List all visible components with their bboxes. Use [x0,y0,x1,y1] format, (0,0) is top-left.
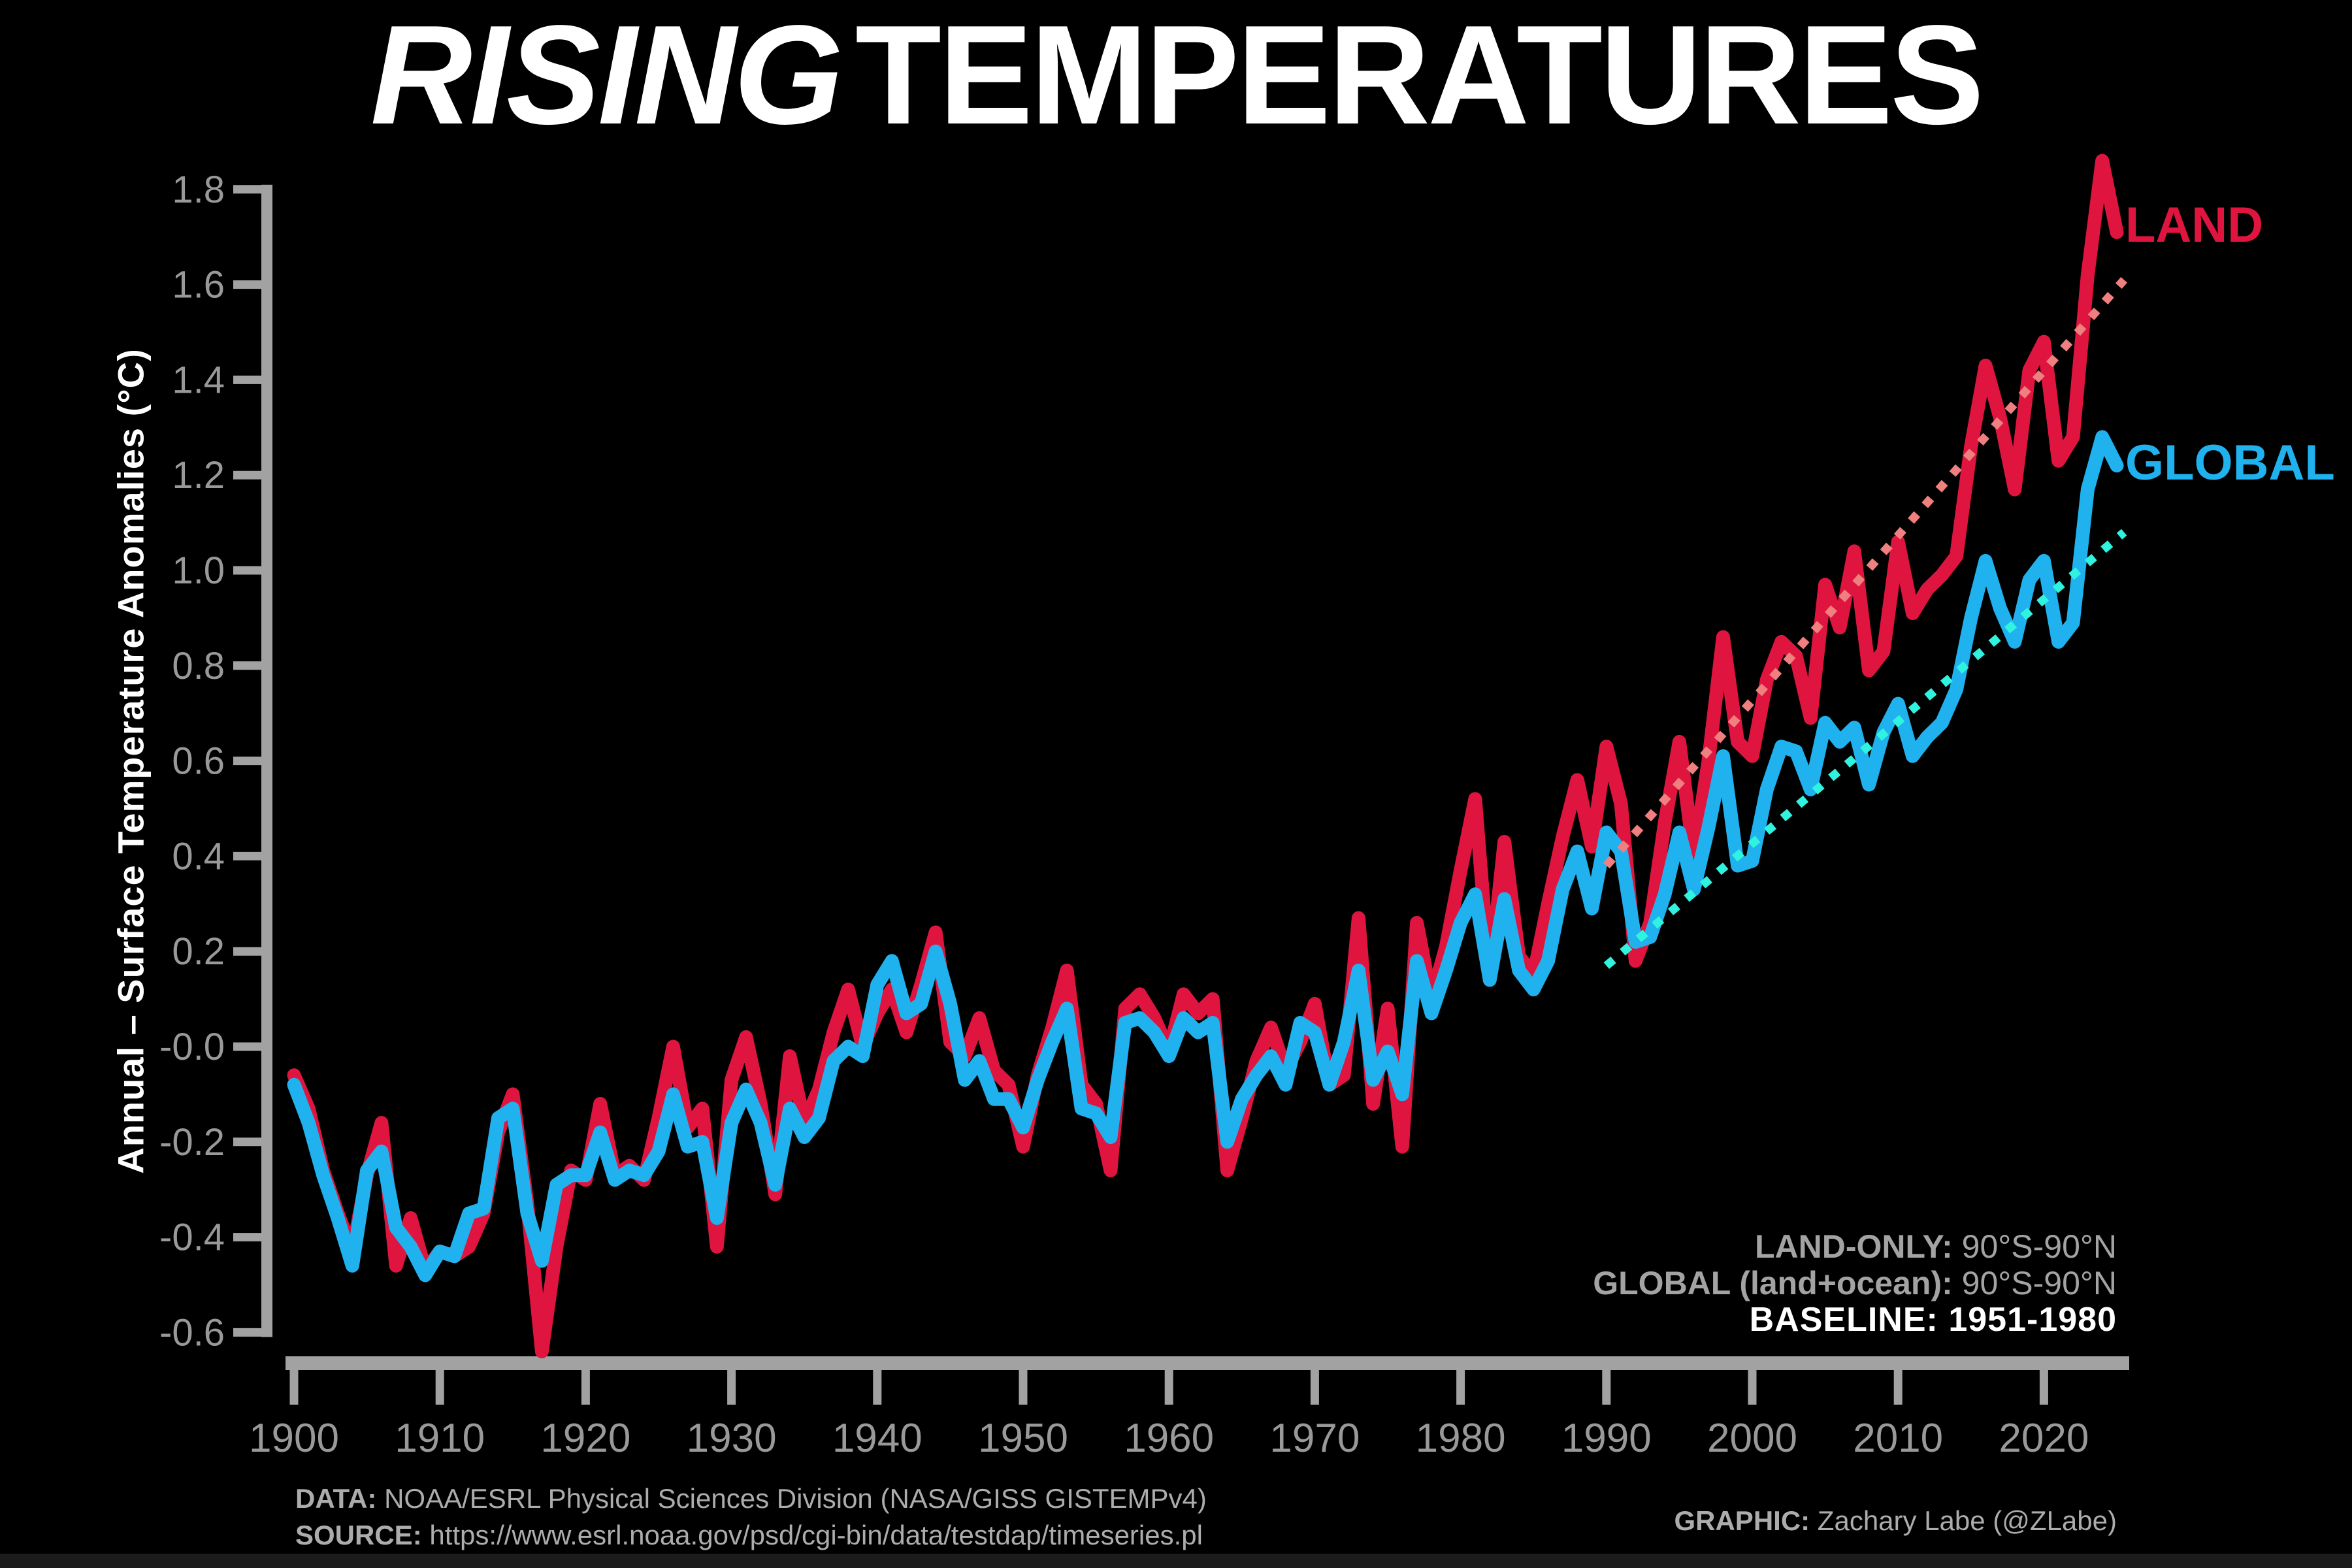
scope-annotations: LAND-ONLY: 90°S-90°N GLOBAL (land+ocean)… [1593,1228,2117,1338]
y-tick-label: 1.8 [172,169,225,211]
x-tick-label: 2020 [1999,1416,2089,1461]
y-tick-label: 1.4 [172,359,225,401]
x-tick-label: 1960 [1124,1416,1214,1461]
y-axis-spine [261,184,272,1337]
global-scope-label: GLOBAL (land+ocean): [1593,1265,1953,1301]
global-series-label: GLOBAL [2125,435,2335,491]
graphic-label: GRAPHIC: [1674,1505,1810,1536]
source-label: SOURCE: [295,1520,422,1550]
x-tick-label: 1940 [832,1416,923,1461]
data-label: DATA: [295,1483,377,1514]
source-caption-line: SOURCE: https://www.esrl.noaa.gov/psd/cg… [295,1517,1207,1554]
land-scope-value: 90°S-90°N [1952,1228,2117,1265]
y-tick-label: -0.0 [159,1026,225,1068]
x-tick-label: 1910 [395,1416,485,1461]
y-tick-label: 0.8 [172,645,225,687]
bottom-edge-bar [0,1554,2352,1568]
baseline-note: BASELINE: 1951-1980 [1593,1301,2117,1338]
y-tick-label: 0.4 [172,835,225,877]
page-title: RISING TEMPERATURES [0,4,2352,145]
global-scope-value: 90°S-90°N [1952,1265,2117,1301]
y-tick-label: -0.6 [159,1311,225,1354]
title-word-rising: RISING [370,0,843,154]
y-tick-label: -0.4 [159,1217,225,1259]
x-tick-label: 1990 [1561,1416,1652,1461]
y-tick-label: -0.2 [159,1121,225,1164]
land-series-label: LAND [2125,197,2263,253]
baseline-label: BASELINE: [1749,1301,1938,1339]
y-tick-label: 1.0 [172,549,225,592]
x-tick-label: 1970 [1269,1416,1360,1461]
land-scope-note: LAND-ONLY: 90°S-90°N [1593,1228,2117,1265]
graphic-credit-caption: GRAPHIC: Zachary Labe (@ZLabe) [1674,1505,2117,1537]
x-tick-label: 1980 [1416,1416,1506,1461]
data-source-caption: DATA: NOAA/ESRL Physical Sciences Divisi… [295,1480,1207,1554]
data-caption-line: DATA: NOAA/ESRL Physical Sciences Divisi… [295,1480,1207,1517]
global-scope-note: GLOBAL (land+ocean): 90°S-90°N [1593,1265,2117,1301]
title-word-temperatures: TEMPERATURES [855,0,1984,154]
chart-layer: 1.8 1.6 1.4 1.2 1.0 0.8 0.6 0.4 0.2 -0.0 -0.2 -0.4 -… [159,154,2129,1461]
y-tick-label: 0.6 [172,740,225,783]
land-line [287,154,2124,1359]
y-tick-label: 1.6 [172,264,225,306]
global-line [287,430,2124,1282]
x-tick-label: 1950 [978,1416,1068,1461]
x-tick-label: 2000 [1707,1416,1797,1461]
graphic-value: Zachary Labe (@ZLabe) [1810,1505,2117,1536]
x-tick-label: 2010 [1853,1416,1943,1461]
source-value: https://www.esrl.noaa.gov/psd/cgi-bin/da… [421,1520,1203,1550]
x-tick-label: 1900 [249,1416,339,1461]
y-tick-label: 0.2 [172,930,225,973]
land-scope-label: LAND-ONLY: [1755,1228,1953,1265]
land-trend-line [1603,277,2128,869]
x-axis-spine [286,1356,2129,1370]
y-tick-label: 1.2 [172,454,225,497]
baseline-value: 1951-1980 [1938,1301,2117,1339]
data-value: NOAA/ESRL Physical Sciences Division (NA… [376,1483,1207,1514]
global-trend-line [1603,529,2127,970]
x-tick-label: 1920 [540,1416,630,1461]
x-tick-label: 1930 [687,1416,777,1461]
